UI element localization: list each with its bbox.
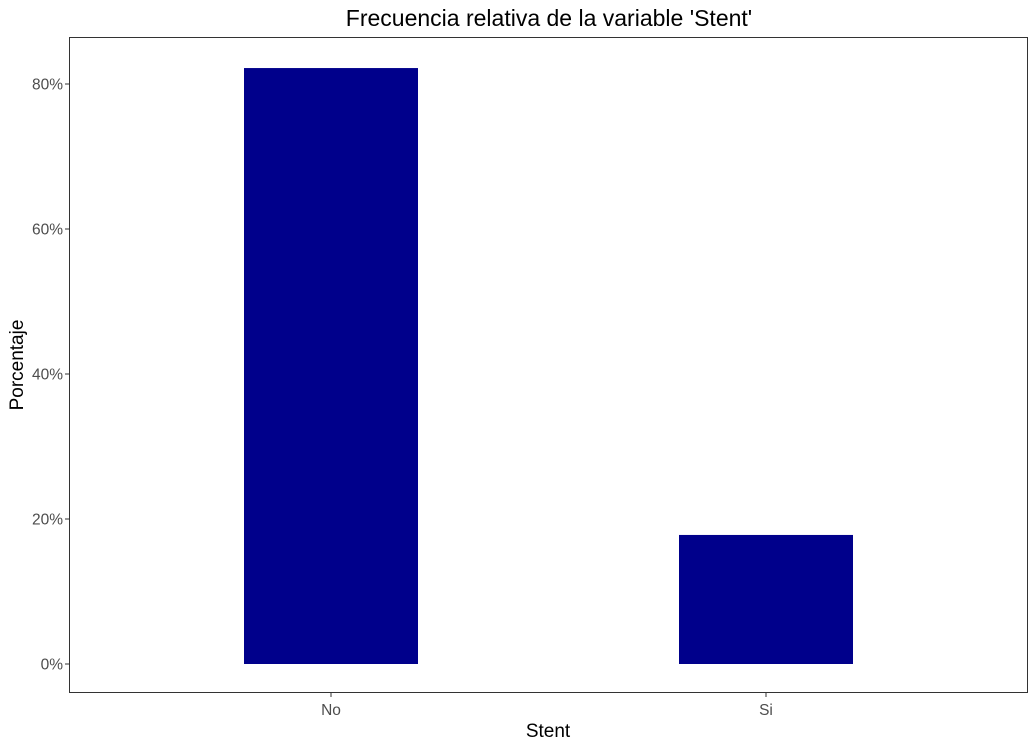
- x-tick-label-no: No: [321, 702, 341, 719]
- x-axis: No Si: [321, 692, 773, 719]
- y-tick-label: 40%: [32, 367, 63, 384]
- y-tick-label: 20%: [32, 512, 63, 529]
- y-tick-label: 60%: [32, 222, 63, 239]
- plot-panel: [69, 37, 1028, 693]
- bar-no: [244, 68, 418, 665]
- bars-layer: [244, 68, 853, 665]
- y-axis: 0% 20% 40% 60% 80%: [32, 77, 70, 674]
- y-tick-label: 0%: [41, 657, 64, 674]
- chart-title: Frecuencia relativa de la variable 'Sten…: [346, 5, 752, 31]
- y-tick-label: 80%: [32, 77, 63, 94]
- x-tick-label-si: Si: [759, 702, 773, 719]
- bar-si: [679, 534, 853, 664]
- y-axis-title: Porcentaje: [7, 320, 28, 411]
- x-axis-title: Stent: [526, 721, 571, 742]
